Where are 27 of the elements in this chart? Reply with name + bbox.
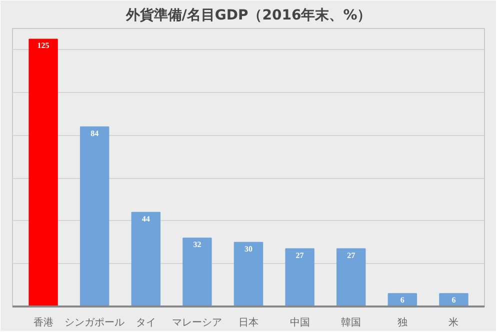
x-tick-label: 韓国 (341, 316, 362, 328)
data-label: 44 (142, 214, 150, 224)
data-label: 27 (296, 250, 304, 260)
x-tick-label: 米 (448, 316, 459, 328)
data-label: 6 (400, 296, 404, 305)
bar (336, 248, 366, 306)
x-tick-label: タイ (136, 318, 156, 328)
x-tick-label: 独 (397, 316, 408, 328)
x-tick-label: マレーシア (172, 318, 222, 328)
bar (28, 38, 58, 306)
x-tick-label: シンガポール (64, 318, 125, 328)
data-label: 32 (193, 240, 202, 250)
bar (131, 212, 160, 306)
bar (285, 248, 314, 306)
bar (80, 126, 110, 306)
data-label: 125 (37, 41, 50, 50)
chart-title: 外貨準備/名目GDP（2016年末、%） (124, 8, 372, 24)
data-label: 30 (244, 244, 252, 254)
data-label: 6 (452, 296, 456, 305)
data-label: 84 (90, 128, 99, 138)
x-tick-label: 中国 (290, 316, 310, 328)
bar (182, 238, 212, 306)
x-tick-label: 香港 (33, 316, 54, 328)
x-tick-label: 日本 (238, 316, 258, 328)
data-label: 27 (347, 250, 356, 260)
bar (439, 293, 468, 306)
bar (234, 242, 264, 306)
